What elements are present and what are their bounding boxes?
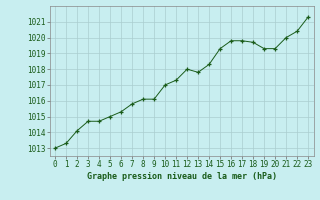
X-axis label: Graphe pression niveau de la mer (hPa): Graphe pression niveau de la mer (hPa) bbox=[87, 172, 276, 181]
